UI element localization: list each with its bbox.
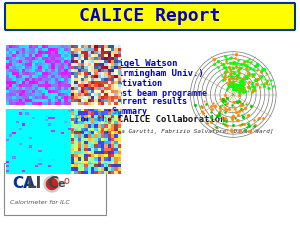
Text: CA: CA (12, 176, 35, 191)
Text: (Birmingham Univ.): (Birmingham Univ.) (107, 70, 204, 79)
Text: For the CALICE Collaboration: For the CALICE Collaboration (75, 115, 225, 124)
Text: C: C (47, 176, 58, 191)
FancyBboxPatch shape (5, 3, 295, 30)
Circle shape (46, 178, 58, 189)
Circle shape (44, 176, 60, 192)
Text: Calorimeter for ILC: Calorimeter for ILC (10, 200, 70, 205)
Text: o: o (63, 176, 69, 186)
Text: e: e (57, 179, 64, 189)
Text: CALICE Report: CALICE Report (79, 7, 221, 25)
Text: LI: LI (27, 176, 42, 191)
Text: •Motivation: •Motivation (107, 79, 162, 88)
Text: Nigel Watson: Nigel Watson (113, 58, 178, 68)
Text: [Particular thanks to Erika Garutti, Fabrizio Salvatore, David Ward]: [Particular thanks to Erika Garutti, Fab… (27, 128, 273, 133)
Text: •Summary: •Summary (107, 106, 147, 115)
Text: •Current results: •Current results (107, 97, 187, 106)
Bar (4, 163, 106, 215)
Text: •Test beam programme: •Test beam programme (107, 88, 207, 97)
